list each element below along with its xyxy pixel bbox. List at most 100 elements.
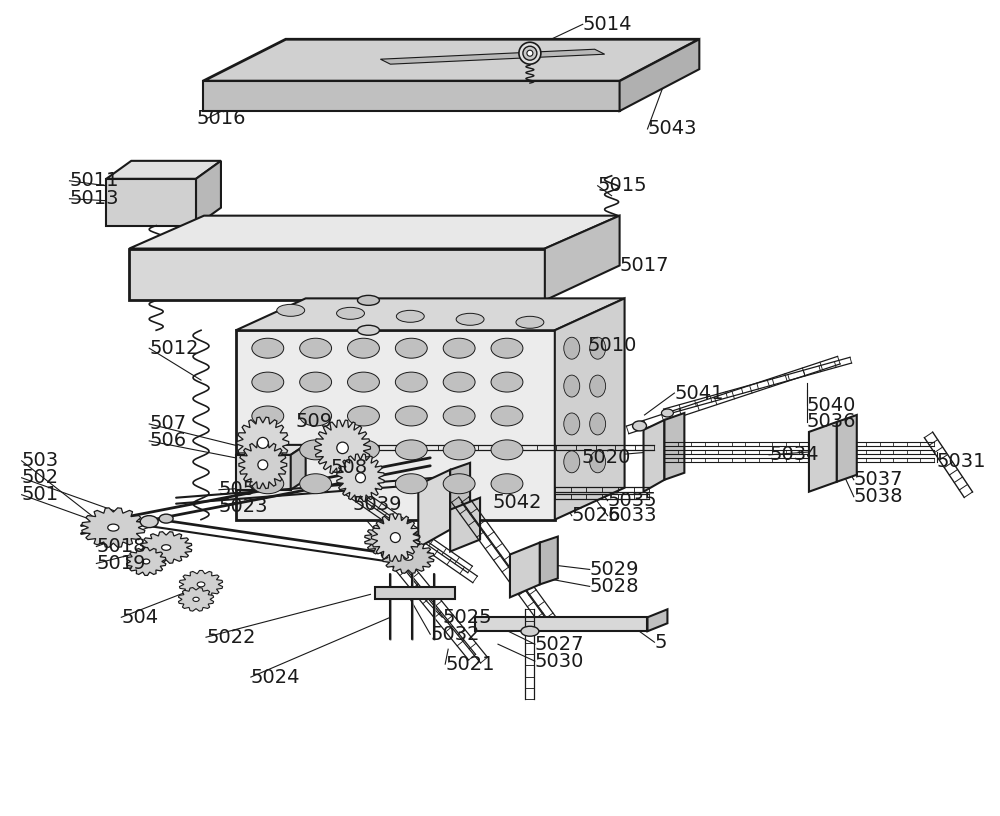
- Ellipse shape: [516, 317, 544, 328]
- Polygon shape: [418, 470, 450, 548]
- Polygon shape: [540, 537, 558, 584]
- Polygon shape: [179, 570, 223, 598]
- Polygon shape: [129, 249, 545, 300]
- Polygon shape: [82, 508, 145, 548]
- Ellipse shape: [258, 460, 268, 470]
- Ellipse shape: [527, 51, 533, 56]
- Ellipse shape: [357, 326, 379, 335]
- Ellipse shape: [277, 304, 305, 317]
- Text: 508: 508: [331, 459, 368, 477]
- Ellipse shape: [564, 413, 580, 435]
- Ellipse shape: [443, 372, 475, 392]
- Ellipse shape: [162, 545, 171, 550]
- Polygon shape: [371, 514, 419, 561]
- Text: 5019: 5019: [96, 554, 146, 573]
- Polygon shape: [380, 49, 605, 64]
- Polygon shape: [375, 588, 455, 599]
- Text: 5035: 5035: [608, 491, 657, 510]
- Ellipse shape: [491, 372, 523, 392]
- Ellipse shape: [564, 451, 580, 472]
- Ellipse shape: [159, 514, 173, 523]
- Text: 5041: 5041: [674, 384, 724, 402]
- Ellipse shape: [300, 440, 332, 460]
- Text: 5014: 5014: [583, 15, 632, 33]
- Text: 5040: 5040: [807, 396, 856, 415]
- Text: 5015: 5015: [598, 176, 647, 195]
- Text: 5: 5: [654, 632, 667, 652]
- Ellipse shape: [348, 474, 379, 494]
- Ellipse shape: [590, 337, 606, 359]
- Text: 5017: 5017: [620, 256, 669, 275]
- Text: 5031: 5031: [937, 452, 986, 472]
- Text: 5025: 5025: [442, 608, 492, 627]
- Text: 505: 505: [219, 481, 256, 499]
- Text: 5011: 5011: [69, 171, 119, 190]
- Ellipse shape: [252, 440, 284, 460]
- Polygon shape: [555, 299, 625, 520]
- Ellipse shape: [443, 339, 475, 358]
- Text: 5038: 5038: [854, 487, 903, 506]
- Ellipse shape: [348, 406, 379, 426]
- Polygon shape: [203, 81, 620, 111]
- Text: 5033: 5033: [608, 506, 657, 526]
- Polygon shape: [837, 415, 857, 481]
- Polygon shape: [236, 299, 625, 330]
- Ellipse shape: [443, 474, 475, 494]
- Ellipse shape: [523, 47, 537, 60]
- Polygon shape: [203, 39, 699, 81]
- Ellipse shape: [193, 597, 199, 601]
- Polygon shape: [129, 215, 620, 249]
- Text: 5036: 5036: [807, 412, 856, 432]
- Ellipse shape: [564, 375, 580, 397]
- Ellipse shape: [564, 337, 580, 359]
- Ellipse shape: [390, 533, 400, 543]
- Ellipse shape: [491, 339, 523, 358]
- Ellipse shape: [661, 409, 673, 417]
- Polygon shape: [239, 441, 287, 489]
- Text: 5026: 5026: [572, 506, 621, 526]
- Text: 502: 502: [22, 468, 59, 487]
- Ellipse shape: [590, 413, 606, 435]
- Ellipse shape: [387, 536, 397, 543]
- Ellipse shape: [143, 559, 150, 564]
- Polygon shape: [237, 417, 289, 468]
- Ellipse shape: [456, 313, 484, 326]
- Text: 5024: 5024: [251, 667, 300, 686]
- Ellipse shape: [519, 42, 541, 64]
- Ellipse shape: [491, 440, 523, 460]
- Ellipse shape: [396, 310, 424, 322]
- Polygon shape: [236, 455, 291, 490]
- Ellipse shape: [300, 406, 332, 426]
- Polygon shape: [315, 420, 370, 476]
- Ellipse shape: [197, 582, 205, 587]
- Polygon shape: [664, 413, 684, 480]
- Ellipse shape: [348, 440, 379, 460]
- Polygon shape: [140, 532, 192, 563]
- Ellipse shape: [348, 372, 379, 392]
- Ellipse shape: [491, 406, 523, 426]
- Ellipse shape: [404, 555, 413, 561]
- Polygon shape: [475, 617, 647, 632]
- Text: 5022: 5022: [206, 628, 256, 647]
- Polygon shape: [196, 161, 221, 225]
- Text: 506: 506: [149, 432, 186, 450]
- Text: 5018: 5018: [96, 537, 146, 556]
- Ellipse shape: [590, 375, 606, 397]
- Text: 5012: 5012: [149, 339, 199, 357]
- Ellipse shape: [140, 516, 158, 528]
- Text: 5028: 5028: [590, 577, 639, 596]
- Ellipse shape: [590, 451, 606, 472]
- Text: 5039: 5039: [353, 495, 402, 514]
- Ellipse shape: [252, 474, 284, 494]
- Text: 5043: 5043: [647, 119, 697, 139]
- Ellipse shape: [395, 339, 427, 358]
- Ellipse shape: [348, 339, 379, 358]
- Polygon shape: [365, 521, 420, 557]
- Ellipse shape: [395, 440, 427, 460]
- Ellipse shape: [108, 524, 119, 531]
- Text: 5027: 5027: [535, 635, 584, 654]
- Text: 5034: 5034: [769, 446, 819, 464]
- Text: 501: 501: [22, 486, 59, 504]
- Polygon shape: [337, 454, 384, 502]
- Ellipse shape: [356, 472, 365, 483]
